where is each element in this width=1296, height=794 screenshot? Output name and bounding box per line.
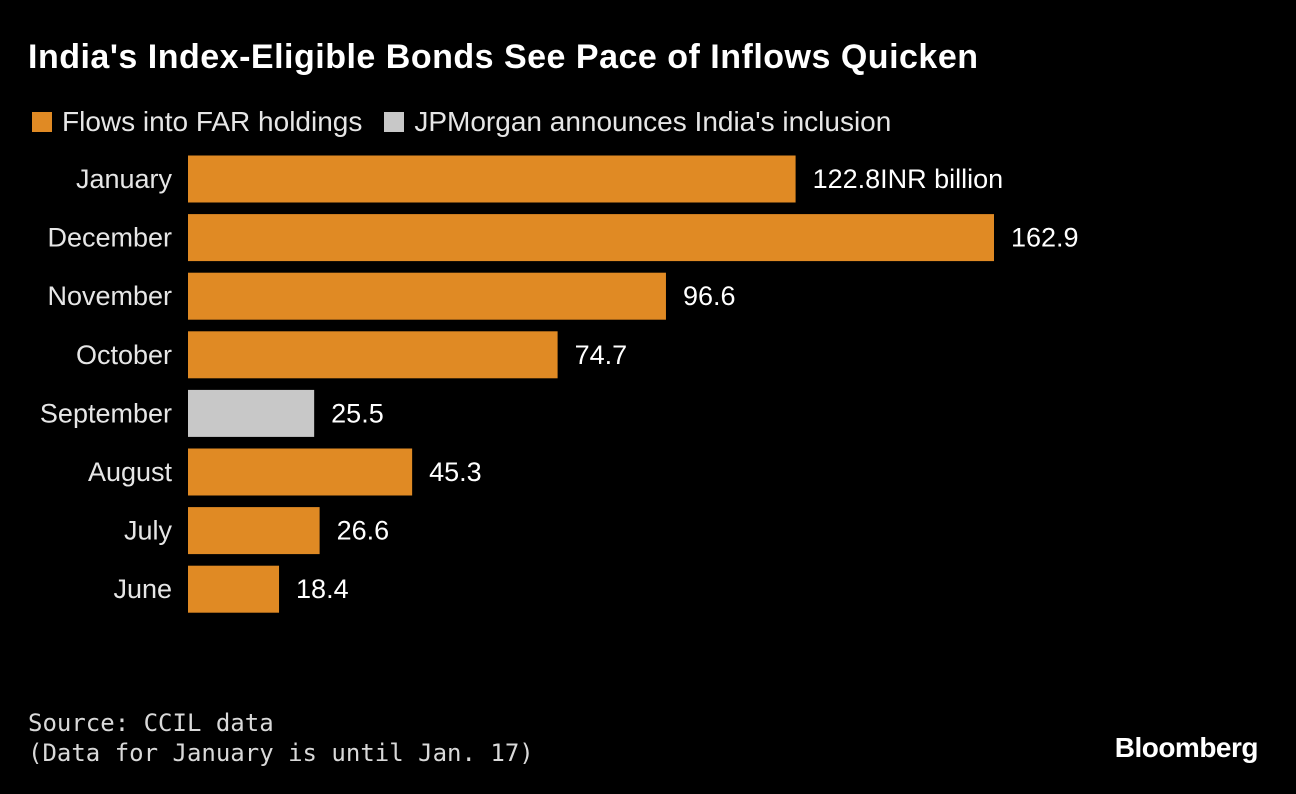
- category-label-june: June: [113, 574, 172, 604]
- bar-november: [188, 272, 666, 320]
- category-label-october: October: [76, 340, 172, 370]
- data-label-june: 18.4: [296, 574, 349, 604]
- category-label-november: November: [47, 281, 172, 311]
- category-label-december: December: [47, 223, 172, 253]
- bar-december: [188, 214, 994, 262]
- legend-label-jpm: JPMorgan announces India's inclusion: [414, 106, 892, 137]
- data-label-august: 45.3: [429, 457, 482, 487]
- bar-july: [188, 507, 320, 555]
- bar-june: [188, 565, 280, 613]
- footer: Source: CCIL data (Data for January is u…: [28, 708, 534, 768]
- bar-september: [188, 389, 315, 437]
- category-label-august: August: [88, 457, 173, 487]
- data-note: (Data for January is until Jan. 17): [28, 739, 534, 767]
- data-label-january: 122.8INR billion: [813, 164, 1004, 194]
- legend-swatch-far: [32, 112, 52, 132]
- data-label-september: 25.5: [331, 398, 384, 428]
- source-note: Source: CCIL data: [28, 709, 274, 737]
- chart-title: India's Index-Eligible Bonds See Pace of…: [28, 38, 979, 76]
- legend-label-far: Flows into FAR holdings: [62, 106, 363, 137]
- legend-swatch-jpm: [384, 112, 405, 132]
- bar-august: [188, 448, 413, 496]
- legend-item-jpm: JPMorgan announces India's inclusion: [384, 106, 891, 138]
- bloomberg-logo: Bloomberg: [1114, 732, 1259, 763]
- category-label-september: September: [40, 398, 172, 428]
- data-label-october: 74.7: [575, 340, 628, 370]
- data-label-november: 96.6: [683, 281, 736, 311]
- category-label-january: January: [76, 164, 173, 194]
- legend: Flows into FAR holdings JPMorgan announc…: [32, 106, 913, 138]
- legend-item-far: Flows into FAR holdings: [32, 106, 362, 138]
- data-label-december: 162.9: [1011, 223, 1079, 253]
- data-label-july: 26.6: [337, 516, 390, 546]
- category-label-july: July: [124, 516, 173, 546]
- bar-january: [188, 155, 796, 203]
- bar-october: [188, 331, 558, 379]
